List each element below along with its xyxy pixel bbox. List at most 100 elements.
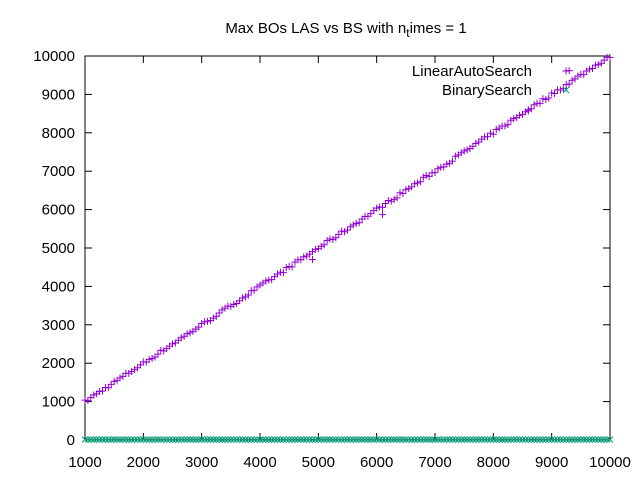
bs-point bbox=[236, 436, 243, 443]
bs-point bbox=[571, 436, 579, 443]
bs-point bbox=[440, 436, 448, 443]
bs-point bbox=[128, 436, 136, 443]
las-point bbox=[247, 287, 255, 295]
las-point bbox=[136, 361, 144, 369]
bs-point bbox=[414, 436, 421, 443]
plot-area-frame bbox=[84, 55, 611, 441]
series-linearautosearch bbox=[81, 53, 614, 405]
chart-title: Max BOs LAS vs BS with ntimes = 1 bbox=[225, 20, 466, 40]
bs-point bbox=[338, 436, 346, 443]
bs-point bbox=[204, 436, 211, 443]
bs-point bbox=[174, 436, 182, 443]
bs-point bbox=[151, 436, 159, 443]
las-point bbox=[332, 234, 340, 242]
bs-point bbox=[457, 436, 465, 443]
las-point bbox=[107, 380, 115, 388]
bs-point bbox=[116, 436, 124, 443]
bs-point bbox=[603, 436, 611, 443]
bs-point bbox=[504, 436, 512, 443]
y-tick-label: 5000 bbox=[42, 240, 75, 257]
bs-point bbox=[297, 436, 305, 443]
las-point bbox=[405, 185, 413, 193]
y-tick-label: 2000 bbox=[42, 355, 75, 372]
las-point bbox=[215, 309, 223, 317]
las-point bbox=[472, 140, 480, 148]
legend-marker-linearautosearch bbox=[562, 67, 570, 75]
bs-point bbox=[230, 436, 238, 443]
bs-point bbox=[104, 436, 112, 443]
las-point bbox=[379, 203, 386, 211]
las-point bbox=[297, 256, 305, 264]
bs-point bbox=[542, 436, 550, 443]
las-point bbox=[545, 94, 553, 102]
bs-point bbox=[536, 436, 544, 443]
las-point bbox=[457, 149, 465, 157]
las-point bbox=[282, 264, 290, 272]
bs-point bbox=[434, 436, 442, 443]
las-point bbox=[542, 96, 550, 104]
bs-point bbox=[288, 436, 296, 443]
las-point bbox=[183, 330, 191, 338]
bs-point bbox=[198, 436, 206, 443]
bs-point bbox=[606, 436, 614, 443]
bs-point bbox=[145, 436, 153, 443]
las-point bbox=[597, 59, 605, 67]
bs-point bbox=[139, 436, 147, 443]
bs-point bbox=[102, 436, 109, 443]
y-tick-label: 6000 bbox=[42, 202, 75, 219]
bs-point bbox=[125, 436, 133, 443]
bs-point bbox=[119, 436, 127, 443]
las-point bbox=[559, 84, 567, 92]
las-point bbox=[268, 276, 276, 284]
bs-point bbox=[592, 436, 599, 443]
las-point bbox=[384, 197, 392, 205]
bs-point bbox=[96, 436, 103, 443]
bs-point bbox=[317, 436, 325, 443]
bs-point bbox=[113, 436, 121, 443]
las-point bbox=[198, 319, 206, 327]
bs-point bbox=[519, 436, 526, 443]
las-point bbox=[443, 160, 451, 168]
las-point bbox=[204, 317, 211, 325]
las-point bbox=[177, 334, 185, 342]
bs-point bbox=[510, 436, 518, 443]
bs-point bbox=[312, 436, 319, 443]
las-point bbox=[212, 312, 220, 320]
y-tick-label: 10000 bbox=[33, 48, 75, 65]
bs-point bbox=[557, 436, 564, 443]
las-point bbox=[288, 263, 296, 271]
bs-point bbox=[597, 436, 605, 443]
las-point bbox=[486, 129, 494, 137]
las-point bbox=[311, 246, 319, 253]
bs-point bbox=[425, 436, 433, 443]
las-point bbox=[504, 121, 512, 129]
las-point bbox=[367, 210, 375, 218]
bs-point bbox=[548, 436, 556, 443]
las-point bbox=[437, 163, 445, 171]
bs-point bbox=[332, 436, 340, 443]
las-point bbox=[262, 277, 270, 285]
bs-point bbox=[513, 436, 521, 443]
bs-point bbox=[344, 436, 351, 443]
bs-point bbox=[396, 436, 404, 443]
bs-point bbox=[163, 436, 171, 443]
las-point bbox=[381, 199, 389, 207]
bs-point bbox=[294, 436, 302, 443]
las-point bbox=[402, 186, 410, 194]
las-point bbox=[151, 353, 159, 361]
las-point bbox=[195, 323, 203, 331]
las-point bbox=[244, 291, 252, 299]
bs-point bbox=[554, 436, 561, 443]
bs-point bbox=[469, 436, 477, 443]
bs-point bbox=[422, 436, 430, 443]
las-point bbox=[463, 146, 471, 154]
las-point bbox=[128, 367, 136, 375]
bs-point bbox=[527, 436, 535, 443]
bs-point bbox=[157, 436, 165, 443]
bs-point bbox=[189, 436, 197, 443]
las-point bbox=[338, 227, 346, 235]
bs-point bbox=[489, 436, 497, 443]
las-point bbox=[279, 269, 287, 277]
bs-point bbox=[277, 436, 284, 443]
las-point bbox=[119, 372, 127, 380]
